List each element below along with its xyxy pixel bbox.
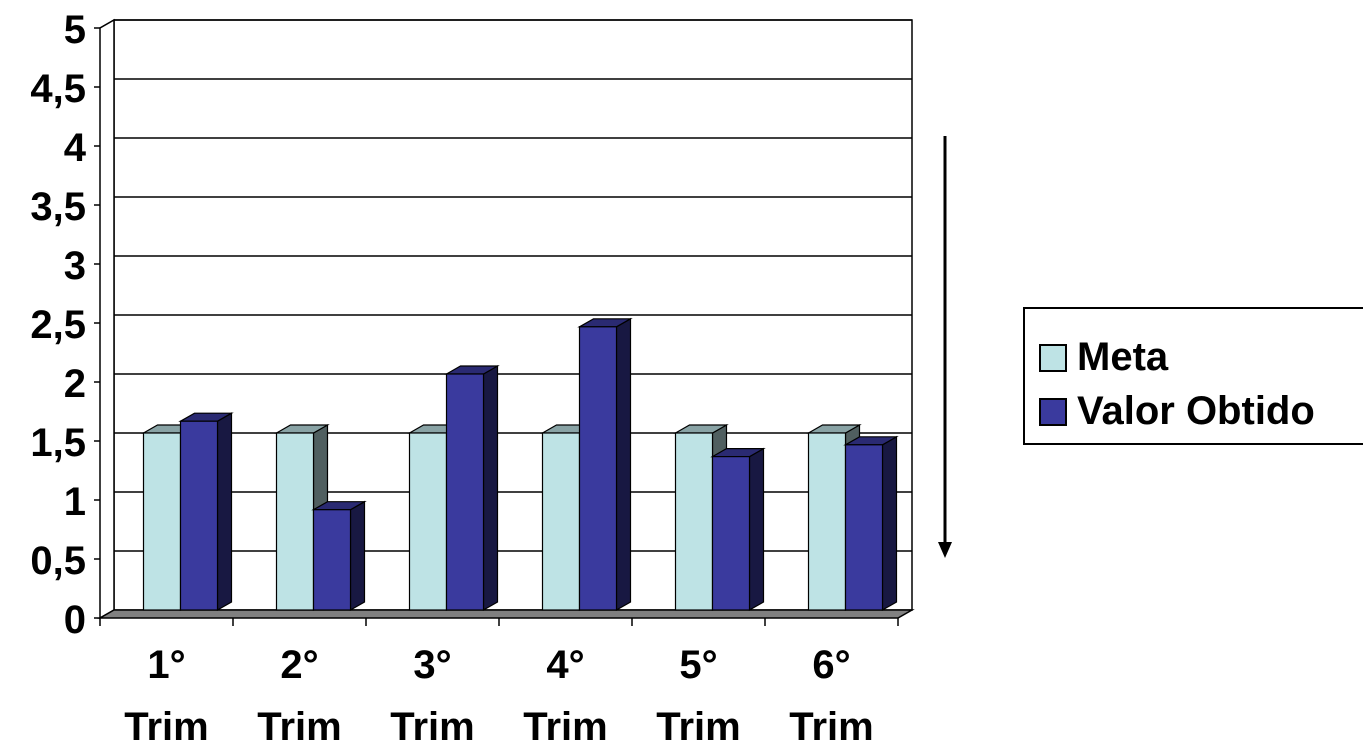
x-tick-label: 1° Trim [124, 643, 208, 745]
legend-label-valor-obtido: Valor Obtido [1077, 389, 1315, 433]
y-tick-label: 3 [64, 244, 86, 288]
legend-label-meta: Meta [1077, 335, 1169, 379]
legend-swatch-valor-obtido [1039, 397, 1067, 426]
y-tick-label: 5 [64, 8, 86, 52]
bar-meta [408, 432, 448, 611]
y-tick-label: 1,5 [30, 421, 86, 465]
x-tick-label: 5° Trim [656, 643, 740, 745]
x-tick-label: 2° Trim [257, 643, 341, 745]
bar-valor-obtido [578, 326, 618, 611]
bar-valor-obtido [445, 373, 485, 611]
bar-meta [541, 432, 581, 611]
bar-valor-obtido [179, 420, 219, 611]
y-tick-label: 0,5 [30, 539, 86, 583]
bar-meta [807, 432, 847, 611]
bar-valor-obtido [844, 444, 884, 611]
legend-item-valor-obtido: Valor Obtido [1039, 389, 1315, 434]
x-tick-label: 4° Trim [523, 643, 607, 745]
legend-swatch-meta [1039, 343, 1067, 372]
bar-meta [275, 432, 315, 611]
x-tick-label: 3° Trim [390, 643, 474, 745]
legend-item-meta: Meta [1039, 335, 1168, 380]
bar-side-valor-obtido [482, 364, 499, 612]
bar-side-valor-obtido [615, 317, 632, 612]
y-tick-label: 2,5 [30, 303, 86, 347]
arrow-head [938, 542, 952, 558]
bar-valor-obtido [312, 509, 352, 611]
bar-side-valor-obtido [216, 412, 233, 612]
y-tick-label: 4,5 [30, 67, 86, 111]
y-tick-label: 2 [64, 362, 86, 406]
bar-meta [142, 432, 182, 611]
bar-valor-obtido [711, 456, 751, 611]
x-tick-label: 6° Trim [789, 643, 873, 745]
y-tick-label: 1 [64, 480, 86, 524]
bar-meta [674, 432, 714, 611]
bar-side-valor-obtido [349, 500, 366, 612]
y-tick-label: 3,5 [30, 185, 86, 229]
y-tick-label: 4 [64, 126, 87, 170]
y-tick-label: 0 [64, 598, 86, 642]
chart-legend: Meta Valor Obtido [1023, 307, 1363, 445]
bar-side-valor-obtido [881, 435, 898, 612]
bar-side-valor-obtido [748, 447, 765, 612]
plot-floor [97, 609, 915, 619]
plot-side-wall [99, 18, 115, 620]
